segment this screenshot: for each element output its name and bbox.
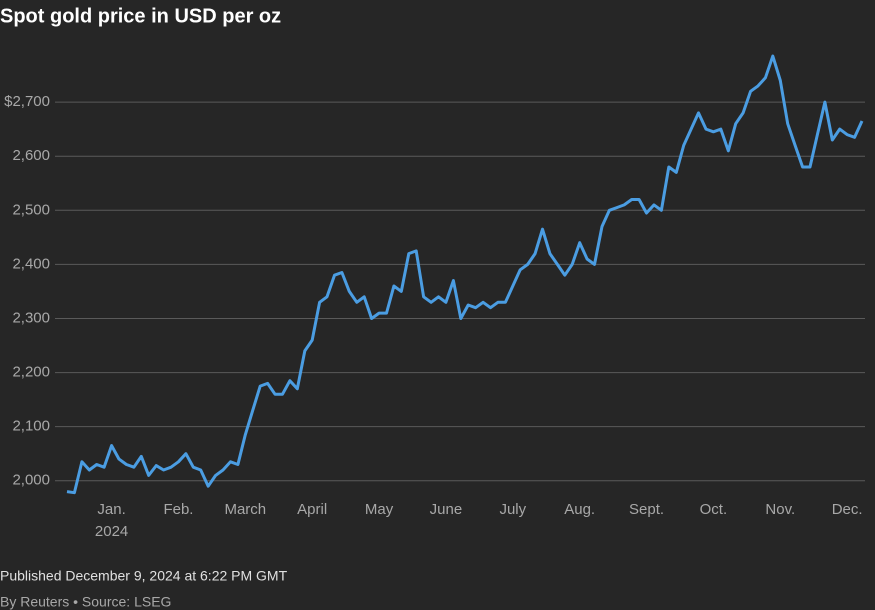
x-tick-label: Dec. <box>832 501 863 518</box>
x-tick-label: Jan. <box>97 501 125 518</box>
x-tick-label: July <box>499 501 526 518</box>
x-tick-label: Feb. <box>163 501 193 518</box>
y-tick-label: 2,500 <box>12 201 50 218</box>
x-tick-label: May <box>365 501 394 518</box>
price-line <box>66 54 864 495</box>
y-tick-label: 2,400 <box>12 255 50 272</box>
x-tick-label: Nov. <box>765 501 795 518</box>
y-tick-label: $2,700 <box>4 93 50 110</box>
y-tick-label: 2,000 <box>12 472 50 489</box>
x-tick-label: April <box>297 501 327 518</box>
x-tick-label: Sept. <box>629 501 664 518</box>
source: By Reuters • Source: LSEG <box>0 594 171 610</box>
x-tick-label: March <box>224 501 266 518</box>
published: Published December 9, 2024 at 6:22 PM GM… <box>0 568 288 584</box>
x-tick-label: Oct. <box>700 501 728 518</box>
chart-title: Spot gold price in USD per oz <box>0 5 281 27</box>
year-label: 2024 <box>95 523 128 540</box>
y-tick-label: 2,300 <box>12 309 50 326</box>
y-tick-label: 2,200 <box>12 364 50 381</box>
y-tick-label: 2,100 <box>12 418 50 435</box>
x-tick-label: June <box>430 501 463 518</box>
y-tick-label: 2,600 <box>12 147 50 164</box>
x-tick-label: Aug. <box>564 501 595 518</box>
